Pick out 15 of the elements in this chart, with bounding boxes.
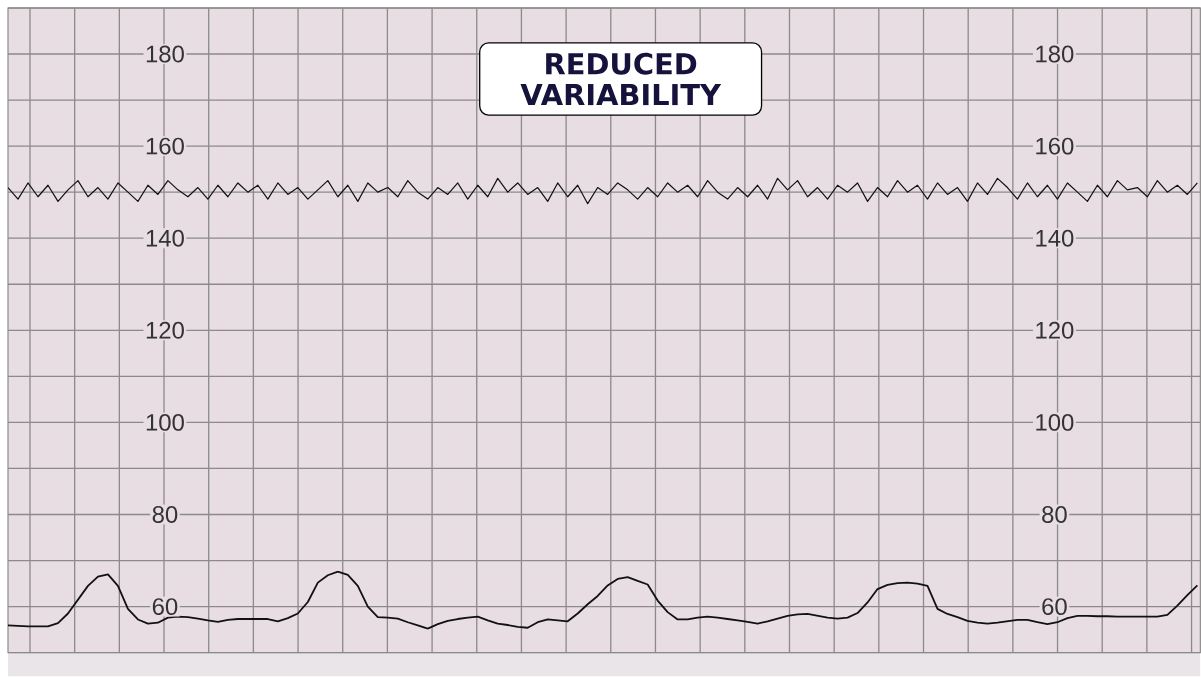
y-tick-label: 140 bbox=[146, 229, 184, 247]
y2-tick-label: 80 bbox=[1042, 506, 1067, 524]
y-tick-label: 80 bbox=[152, 506, 178, 524]
y-tick-label: 60 bbox=[152, 598, 178, 616]
y-tick-label: 120 bbox=[146, 322, 184, 339]
y-tick-label: 180 bbox=[146, 45, 184, 63]
y2-tick-label: 180 bbox=[1036, 45, 1074, 63]
y2-tick-label: 140 bbox=[1036, 229, 1074, 247]
y-tick-label: 100 bbox=[146, 414, 184, 432]
y2-tick-label: 60 bbox=[1042, 598, 1067, 616]
y2-tick-label: 100 bbox=[1036, 414, 1074, 432]
y2-tick-label: 120 bbox=[1036, 322, 1074, 339]
annotation: REDUCED VARIABILITY bbox=[520, 53, 722, 106]
y-tick-label: 160 bbox=[146, 137, 184, 155]
y2-tick-label: 160 bbox=[1036, 137, 1074, 155]
